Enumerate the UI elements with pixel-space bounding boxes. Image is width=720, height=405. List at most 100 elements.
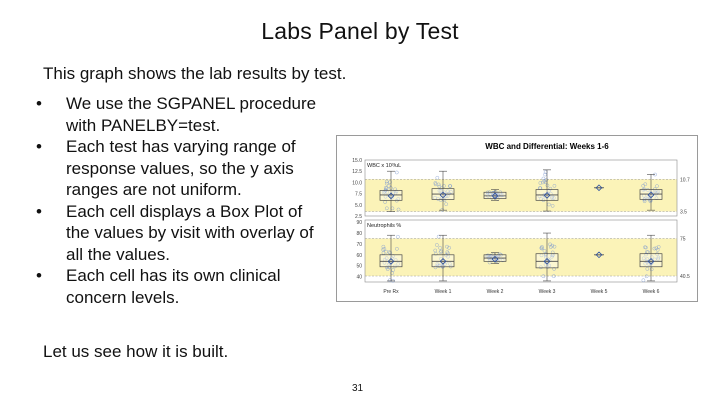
concern-band bbox=[365, 179, 677, 212]
data-point bbox=[645, 257, 650, 262]
data-point bbox=[390, 271, 395, 275]
data-point bbox=[540, 245, 544, 249]
data-point bbox=[552, 267, 556, 271]
y-tick-label: 80 bbox=[356, 231, 362, 237]
box bbox=[379, 190, 403, 201]
data-point bbox=[433, 251, 438, 256]
box bbox=[379, 254, 403, 268]
mean-marker bbox=[647, 191, 655, 199]
reference-label: 75 bbox=[680, 236, 686, 242]
data-point bbox=[548, 186, 553, 191]
data-point bbox=[381, 244, 386, 249]
x-tick-label: Pre Rx bbox=[383, 289, 399, 295]
bullet-text: Each cell has its own clinical concern l… bbox=[66, 266, 281, 307]
data-point bbox=[648, 261, 653, 266]
data-point bbox=[492, 258, 496, 262]
box bbox=[639, 253, 663, 268]
data-point bbox=[433, 181, 438, 185]
concern-band bbox=[365, 238, 677, 277]
mean-marker bbox=[491, 192, 499, 200]
data-point bbox=[652, 187, 657, 192]
data-point bbox=[391, 254, 395, 258]
data-point bbox=[495, 197, 500, 201]
box bbox=[639, 189, 663, 200]
mean-marker bbox=[439, 257, 447, 265]
data-point bbox=[545, 265, 550, 269]
data-point bbox=[653, 191, 658, 195]
data-point bbox=[656, 255, 661, 260]
data-point bbox=[488, 258, 492, 262]
data-point bbox=[384, 186, 389, 191]
data-point bbox=[396, 207, 401, 212]
bullet-item: • We use the SGPANEL procedure with PANEL… bbox=[36, 93, 326, 136]
panel-label: WBC x 10³/uL bbox=[367, 163, 401, 169]
slide-title: Labs Panel by Test bbox=[261, 18, 459, 44]
bullet-item: • Each test has varying range of response… bbox=[36, 136, 326, 201]
mean-marker bbox=[543, 192, 551, 199]
x-tick-label: Week 3 bbox=[539, 289, 556, 295]
data-point bbox=[656, 256, 661, 261]
data-point bbox=[445, 244, 449, 249]
data-point bbox=[541, 180, 545, 185]
data-point bbox=[391, 268, 395, 272]
panel-frame bbox=[364, 219, 678, 283]
data-point bbox=[386, 184, 391, 188]
data-point bbox=[448, 184, 452, 188]
data-point bbox=[447, 245, 451, 250]
reference-label: 40.5 bbox=[680, 274, 690, 280]
data-point bbox=[541, 176, 546, 181]
x-tick-label: Week 5 bbox=[591, 289, 608, 295]
data-point bbox=[548, 242, 552, 247]
y-tick-label: 50 bbox=[356, 264, 362, 270]
data-point bbox=[655, 184, 659, 188]
data-point bbox=[384, 206, 389, 211]
data-point bbox=[545, 183, 550, 188]
data-point bbox=[643, 245, 648, 250]
x-tick-label: Week 6 bbox=[643, 289, 660, 295]
data-point bbox=[436, 234, 441, 239]
data-point bbox=[655, 191, 660, 195]
data-point bbox=[654, 196, 659, 201]
data-point bbox=[438, 245, 442, 250]
panel-chart-figure: WBC and Differential: Weeks 1-6 WBC x 10… bbox=[336, 135, 698, 302]
bullet-text: Each cell displays a Box Plot of the val… bbox=[66, 201, 314, 264]
data-point bbox=[548, 245, 553, 249]
bullet-item: • Each cell has its own clinical concern … bbox=[36, 265, 326, 308]
data-point bbox=[544, 178, 549, 182]
data-point bbox=[435, 262, 440, 266]
data-point bbox=[551, 274, 556, 279]
data-point bbox=[655, 252, 659, 256]
y-tick-label: 5.0 bbox=[355, 203, 362, 209]
y-tick-label: 40 bbox=[356, 275, 362, 281]
data-point bbox=[641, 278, 646, 283]
panel-label: Neutrophils % bbox=[367, 223, 401, 229]
reference-label: 10.7 bbox=[680, 177, 690, 183]
data-point bbox=[437, 188, 442, 193]
data-point bbox=[644, 252, 648, 257]
data-point bbox=[436, 196, 440, 201]
bullet-icon: • bbox=[36, 137, 42, 156]
data-point bbox=[655, 248, 660, 252]
data-point bbox=[394, 170, 399, 175]
data-point bbox=[435, 175, 440, 180]
data-point bbox=[447, 191, 451, 196]
data-point bbox=[550, 203, 555, 208]
data-point bbox=[500, 193, 505, 198]
y-tick-label: 10.0 bbox=[352, 180, 362, 186]
data-point bbox=[547, 202, 551, 207]
data-point bbox=[438, 189, 443, 193]
mean-marker bbox=[387, 192, 395, 200]
data-point bbox=[538, 181, 543, 185]
data-point bbox=[497, 252, 502, 257]
data-point bbox=[437, 184, 442, 189]
data-point bbox=[385, 267, 390, 271]
data-point bbox=[396, 234, 400, 239]
mean-marker bbox=[491, 255, 499, 263]
data-point bbox=[395, 246, 399, 251]
bullet-text: We use the SGPANEL procedure with PANELB… bbox=[66, 94, 317, 135]
bullet-icon: • bbox=[36, 266, 42, 285]
data-point bbox=[641, 256, 646, 261]
data-point bbox=[396, 261, 401, 266]
reference-label: 3.5 bbox=[680, 210, 687, 216]
data-point bbox=[550, 196, 555, 201]
